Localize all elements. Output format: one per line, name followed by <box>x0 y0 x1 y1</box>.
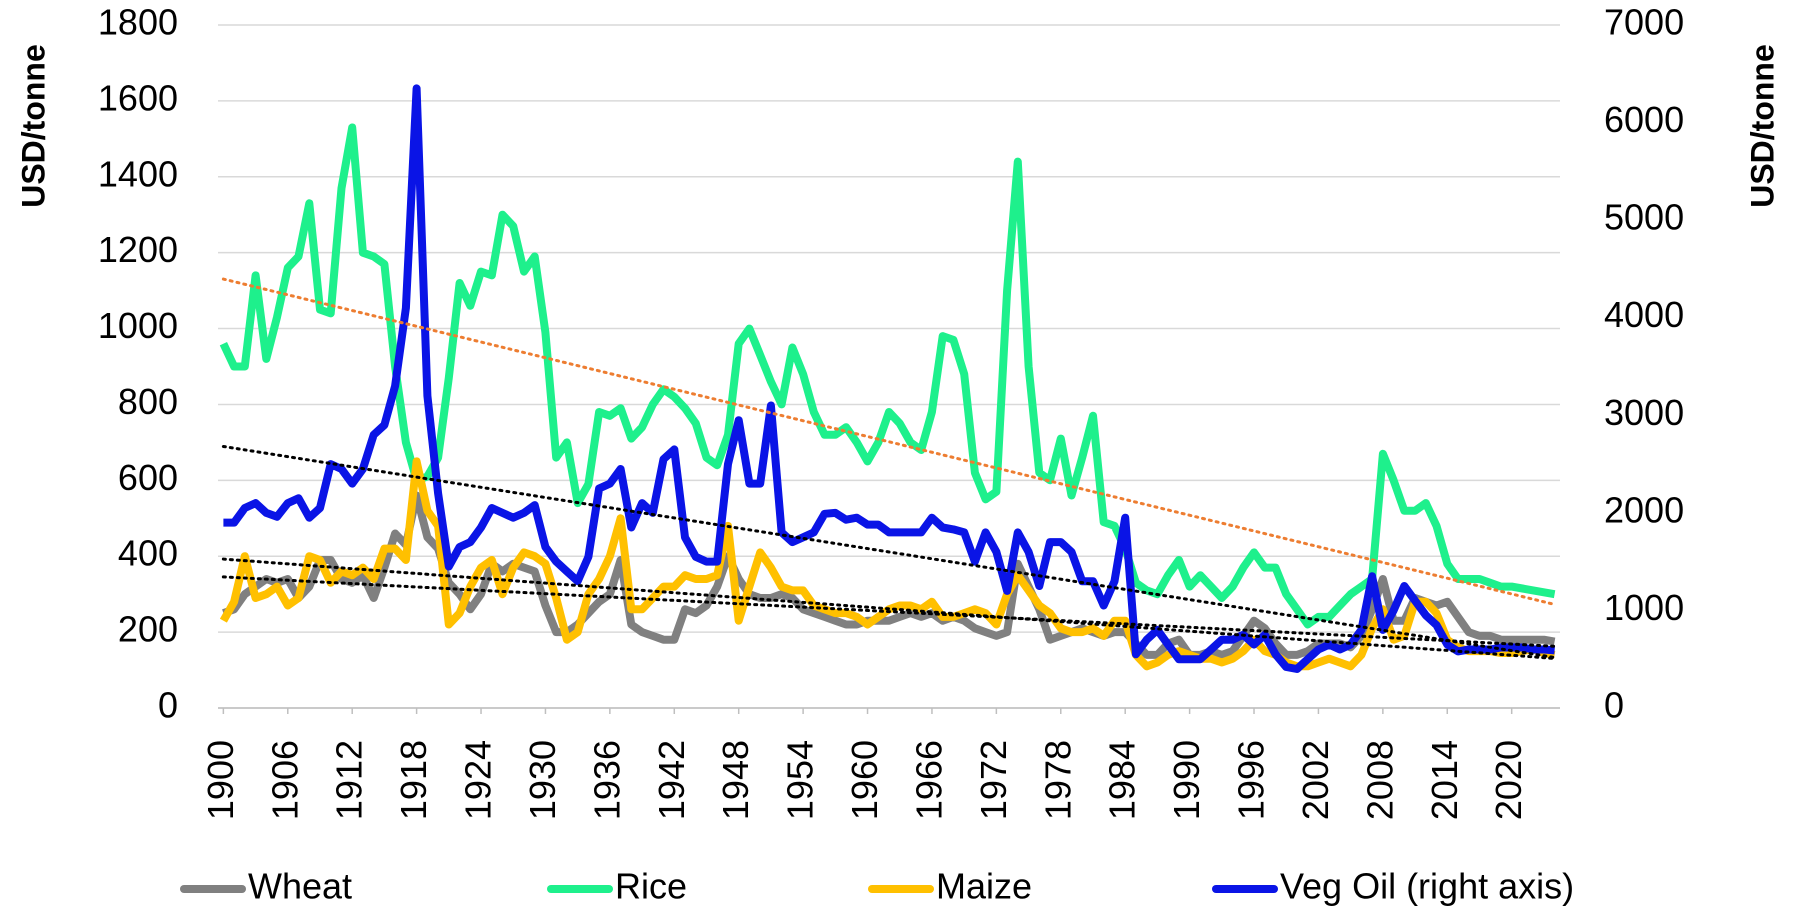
y-tick-label: 1800 <box>98 2 178 43</box>
y-tick-label: 800 <box>118 381 178 422</box>
x-tick-label: 1924 <box>458 740 499 820</box>
x-tick-label: 1984 <box>1102 740 1143 820</box>
trend-line <box>221 575 1557 648</box>
series-line <box>223 84 1555 673</box>
y2-tick-label: 5000 <box>1604 197 1684 238</box>
x-tick-label: 1954 <box>780 740 821 820</box>
y2-tick-label: 1000 <box>1604 587 1684 628</box>
y2-tick-label: 7000 <box>1604 2 1684 43</box>
trend-line <box>221 444 1557 659</box>
x-tick-label: 1912 <box>329 740 370 820</box>
series-line <box>222 491 1556 659</box>
y2-tick-label: 0 <box>1604 685 1624 726</box>
legend-label: Veg Oil (right axis) <box>1280 866 1574 907</box>
x-tick-label: 2002 <box>1295 740 1336 820</box>
x-tick-label: 1900 <box>200 740 241 820</box>
legend-label: Rice <box>615 866 687 907</box>
trend-line <box>221 557 1557 660</box>
y-tick-label: 400 <box>118 533 178 574</box>
y-axis-title: USD/tonne <box>15 44 51 208</box>
y-tick-label: 200 <box>118 609 178 650</box>
y-tick-label: 1400 <box>98 153 178 194</box>
y2-tick-label: 2000 <box>1604 489 1684 530</box>
y-tick-label: 600 <box>118 457 178 498</box>
x-tick-label: 1936 <box>586 740 627 820</box>
x-tick-label: 1930 <box>522 740 563 820</box>
y-tick-label: 1000 <box>98 305 178 346</box>
y2-tick-label: 4000 <box>1604 294 1684 335</box>
x-tick-label: 1918 <box>393 740 434 820</box>
x-tick-label: 1960 <box>844 740 885 820</box>
x-tick-label: 1906 <box>264 740 305 820</box>
x-tick-label: 2008 <box>1359 740 1400 820</box>
y2-axis-title: USD/tonne <box>1744 44 1780 208</box>
series-line <box>219 123 1556 629</box>
y2-tick-label: 3000 <box>1604 392 1684 433</box>
x-tick-label: 1942 <box>651 740 692 820</box>
y2-tick-label: 6000 <box>1604 99 1684 140</box>
x-tick-label: 1990 <box>1166 740 1207 820</box>
x-tick-label: 1948 <box>715 740 756 820</box>
legend-label: Maize <box>936 866 1032 907</box>
x-tick-label: 2014 <box>1424 740 1465 820</box>
trend-line <box>221 277 1557 606</box>
y-tick-label: 0 <box>158 685 178 726</box>
legend-label: Wheat <box>248 866 352 907</box>
y-tick-label: 1600 <box>98 77 178 118</box>
x-tick-label: 1978 <box>1037 740 1078 820</box>
x-tick-label: 1966 <box>908 740 949 820</box>
x-tick-label: 1996 <box>1231 740 1272 820</box>
y-tick-label: 1200 <box>98 229 178 270</box>
x-tick-label: 2020 <box>1488 740 1529 820</box>
x-tick-label: 1972 <box>973 740 1014 820</box>
